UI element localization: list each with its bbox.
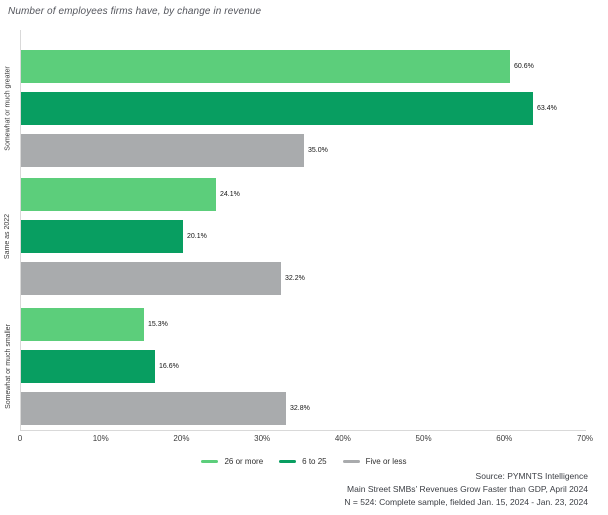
legend-label: 6 to 25 [302, 457, 327, 466]
bar [21, 308, 144, 341]
category-label: Same as 2022 [0, 178, 16, 295]
legend-item: Five or less [342, 457, 407, 466]
x-tick-label: 60% [496, 434, 513, 443]
bar [21, 220, 183, 253]
legend-label: Five or less [365, 457, 407, 466]
category-label: Somewhat or much smaller [0, 308, 16, 425]
plot-area: 60.6% 63.4% 35.0% 24.1% 20.1% 32.2% 15.3% 16.6%… [20, 30, 586, 431]
sample-line: N = 524: Complete sample, fielded Jan. 1… [344, 497, 588, 507]
report-title-line: Main Street SMBs’ Revenues Grow Faster t… [347, 484, 588, 494]
bar-value-label: 15.3% [148, 321, 168, 328]
bar-value-label: 20.1% [187, 233, 207, 240]
category-label-text: Somewhat or much smaller [4, 324, 12, 409]
legend-item: 26 or more [201, 457, 263, 466]
x-tick-label: 40% [334, 434, 351, 443]
legend-item: 6 to 25 [279, 457, 327, 466]
bar-value-label: 32.2% [285, 275, 305, 282]
bar [21, 392, 286, 425]
legend-swatch [342, 460, 360, 463]
bar [21, 134, 304, 167]
chart-title: Number of employees firms have, by chang… [8, 6, 262, 17]
bar [21, 92, 533, 125]
bar [21, 350, 155, 383]
bar-value-label: 60.6% [514, 63, 534, 70]
bar-value-label: 35.0% [308, 147, 328, 154]
bar [21, 178, 216, 211]
x-tick-label: 0 [17, 434, 23, 443]
x-tick-label: 20% [173, 434, 190, 443]
bar-value-label: 32.8% [290, 405, 310, 412]
source-note: Source: PYMNTS Intelligence Main Street … [344, 470, 588, 509]
legend-swatch [201, 460, 219, 463]
bar [21, 50, 510, 83]
x-tick-label: 50% [415, 434, 432, 443]
legend-label: 26 or more [224, 457, 264, 466]
x-tick-label: 10% [92, 434, 109, 443]
bar [21, 262, 281, 295]
legend: 26 or more 6 to 25 Five or less [0, 457, 608, 466]
category-label: Somewhat or much greater [0, 50, 16, 167]
category-label-text: Same as 2022 [4, 213, 12, 260]
x-tick-label: 30% [254, 434, 271, 443]
legend-swatch [279, 460, 297, 463]
bar-value-label: 24.1% [220, 191, 240, 198]
bar-value-label: 16.6% [159, 363, 179, 370]
category-label-text: Somewhat or much greater [4, 66, 12, 151]
bar-value-label: 63.4% [537, 105, 557, 112]
source-line: Source: PYMNTS Intelligence [475, 471, 588, 481]
x-tick-label: 70% [576, 434, 594, 443]
